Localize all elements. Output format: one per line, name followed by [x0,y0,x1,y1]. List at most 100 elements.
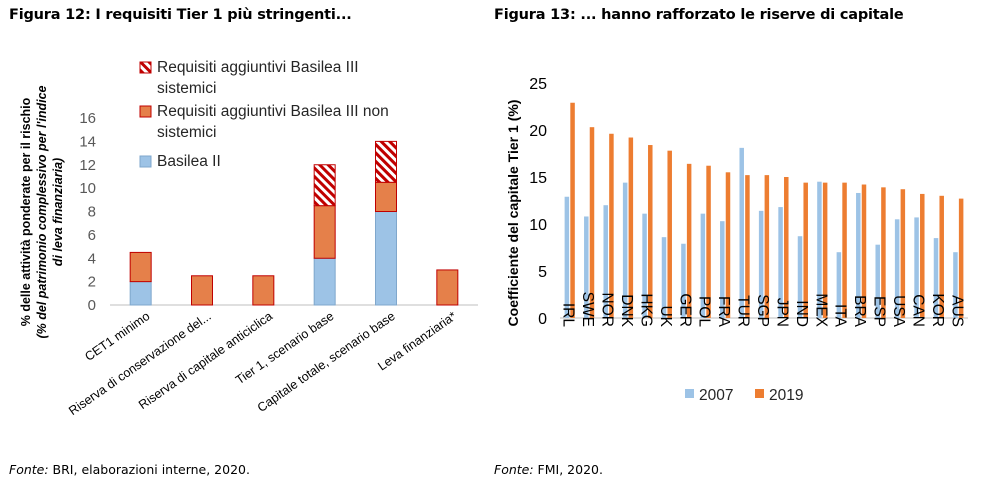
x-tick-label: POL [696,296,713,327]
source-label: Fonte: [9,462,49,477]
source-text: BRI, elaborazioni interne, 2020. [48,462,250,477]
y-tick-label: 6 [88,227,96,244]
x-tick-label: SWE [579,292,596,327]
bar-2019 [939,195,944,318]
y-axis-label: di leva finanziaria) [51,158,65,266]
y-tick-label: 8 [88,204,96,221]
figure-13-title: Figura 13: ... hanno rafforzato le riser… [494,7,904,23]
bar-2007 [739,147,744,318]
legend-label: 2007 [699,387,733,404]
legend-swatch [139,61,152,74]
bar-2019 [803,182,808,318]
y-tick-label: 20 [529,123,547,140]
bar-2019 [686,163,692,318]
bar-basilea-ii [129,281,152,306]
bar-2019 [784,177,789,318]
chart-figure-13: 0 5 10 15 20 25 Coefficiente del capitale Tier… [505,76,968,404]
bar-2019 [745,175,750,318]
legend-label: Requisiti aggiuntivi Basilea III [157,59,359,76]
x-tick-label: IRL [560,303,577,328]
x-tick-label: TUR [735,295,752,327]
bar-2019 [706,165,711,318]
x-tick-label: JPN [773,298,790,327]
y-tick-label: 0 [88,297,96,314]
x-tick-label: UK [657,305,674,327]
x-tick-label: FRA [715,296,732,328]
bar-2019 [609,133,614,318]
y-tick-label: 12 [79,157,96,174]
x-tick-label: BRA [851,295,868,328]
bar-2007 [933,238,939,318]
x-tick-label: MEX [812,293,829,327]
legend-label: 2019 [769,387,803,404]
bar-2007 [797,236,803,318]
chart-figure-12: 0 2 4 6 8 10 12 14 16 % delle attività ponderate … [19,59,478,418]
bar-2019 [667,150,672,318]
x-tick-label: CAN [909,294,926,327]
bar-requisiti-aggiuntivi-basilea-iii-non-sistemici [436,269,459,306]
bar-requisiti-aggiuntivi-basilea-iii-non-sistemici [252,275,275,306]
bar-2007 [953,252,958,318]
legend-swatch [755,389,764,398]
y-tick-label: 14 [79,133,96,150]
bar-2019 [764,175,770,318]
legend-swatch [685,389,694,398]
legend-label: Requisiti aggiuntivi Basilea III non [157,103,389,120]
y-tick-label: 16 [79,110,96,127]
y-tick-label: 10 [79,180,96,197]
legend-swatch [139,155,152,168]
bar-2007 [875,244,880,318]
bar-2019 [842,182,847,318]
bar-2007 [700,213,706,318]
x-tick-label: SGP [754,294,771,327]
y-tick-label: 2 [88,274,96,291]
x-tick-label: NOR [599,293,616,327]
x-tick-label: USA [890,295,907,328]
x-tick-label: ESP [871,296,888,327]
figure-13-source: Fonte: FMI, 2020. [494,462,603,477]
bar-2019 [589,127,595,319]
y-tick-label: 15 [529,170,547,187]
bar-2019 [648,145,653,318]
figure-12-source: Fonte: BRI, elaborazioni interne, 2020. [9,462,250,477]
x-tick-label: GER [676,293,693,327]
bar-2007 [564,196,570,318]
y-axis-label: % delle attività ponderate per il rischi… [19,97,33,326]
bar-2019 [881,187,886,318]
bar-2019 [570,102,575,319]
bar-2007 [817,181,822,318]
bar-2007 [584,216,589,318]
bar-requisiti-aggiuntivi-basilea-iii-non-sistemici [191,275,213,306]
bar-2019 [628,137,634,318]
y-tick-label: 25 [529,76,547,93]
bar-requisiti-aggiuntivi-basilea-iii-non-sistemici [375,181,397,212]
x-tick-label: IND [793,300,810,327]
bar-2007 [681,243,686,318]
y-axis-label: Coefficiente del capitale Tier 1 (%) [505,100,521,327]
bar-2019 [725,172,731,318]
x-tick-label: HKG [637,293,654,327]
bar-2007 [856,192,861,318]
bar-requisiti-aggiuntivi-basilea-iii-sistemici [375,140,397,183]
bar-2019 [822,182,828,318]
legend-label: Basilea II [157,153,221,170]
bar-2007 [836,252,842,318]
bar-requisiti-aggiuntivi-basilea-iii-non-sistemici [129,251,152,283]
x-tick-label: DNK [618,294,635,327]
legend-label: sistemici [157,124,216,141]
bar-2007 [661,237,667,318]
bar-2019 [958,198,964,318]
bar-2007 [758,210,764,318]
legend-label: sistemici [157,80,216,97]
bar-basilea-ii [375,211,397,306]
figure-12-title: Figura 12: I requisiti Tier 1 più string… [9,7,352,23]
bar-2007 [720,221,725,318]
bar-2019 [900,189,906,318]
source-text: FMI, 2020. [533,462,603,477]
bar-2007 [914,217,919,318]
y-tick-label: 5 [538,264,547,281]
bar-requisiti-aggiuntivi-basilea-iii-non-sistemici [313,205,336,259]
bar-2007 [603,205,608,318]
bar-2019 [920,193,925,318]
source-label: Fonte: [494,462,534,477]
